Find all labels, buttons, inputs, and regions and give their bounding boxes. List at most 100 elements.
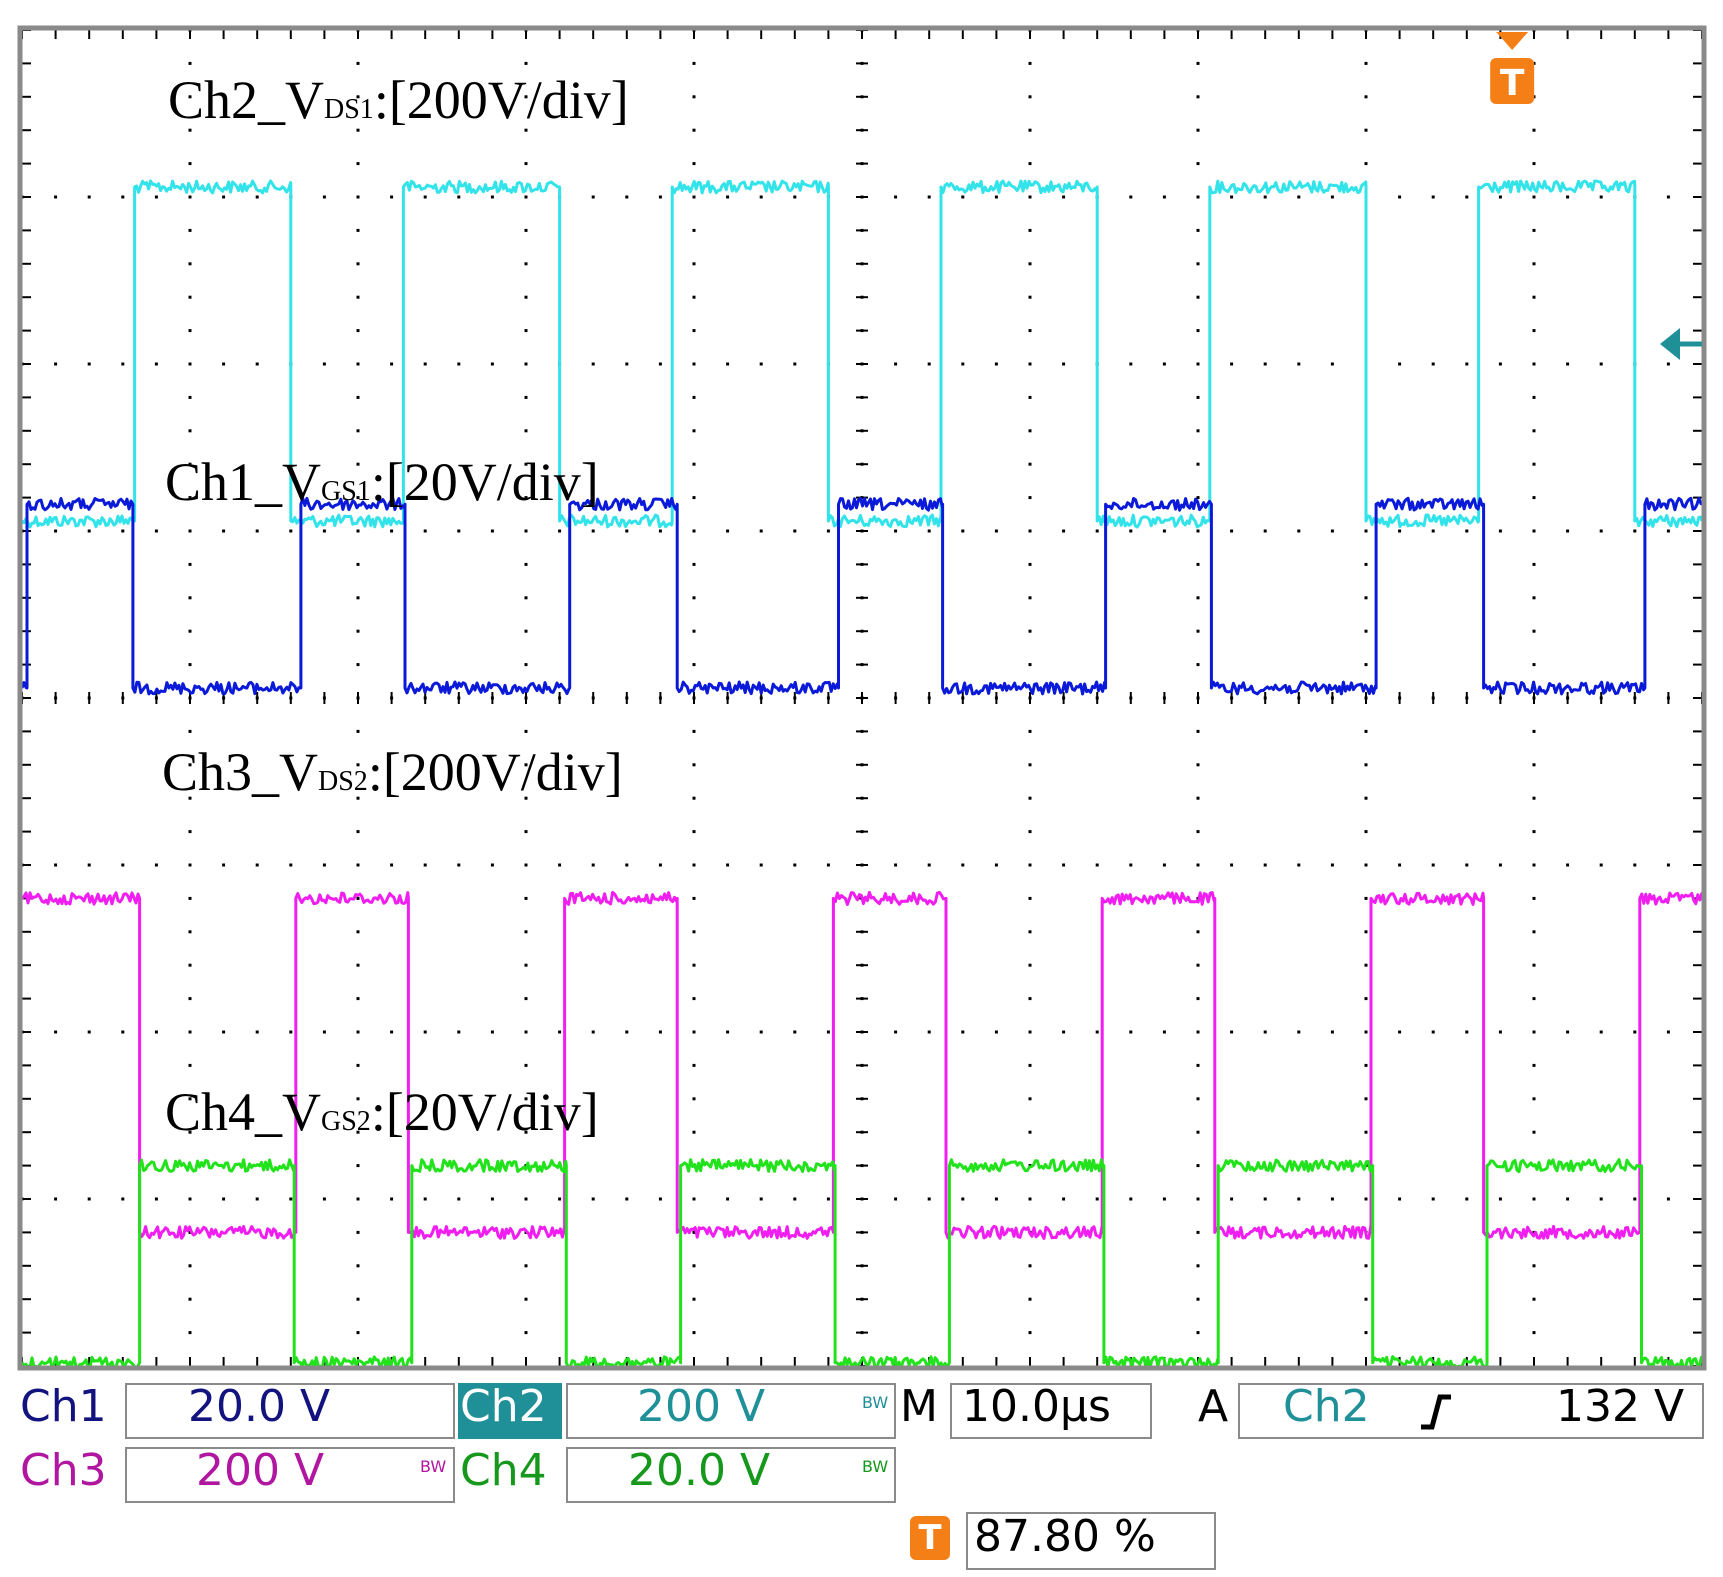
grid-dot <box>1028 262 1032 266</box>
grid-dot <box>894 1030 898 1034</box>
timebase-box[interactable] <box>950 1383 1152 1439</box>
ch4-scale-box[interactable] <box>566 1447 896 1503</box>
grid-dot <box>1666 362 1670 366</box>
grid-dot <box>524 228 528 232</box>
grid-dot <box>1297 863 1301 867</box>
grid-dot <box>1263 195 1267 199</box>
grid-dot <box>1364 1063 1368 1067</box>
grid-dot <box>1532 429 1536 433</box>
grid-dot <box>255 1197 259 1201</box>
grid-dot <box>222 362 226 366</box>
ch2-name-highlight[interactable] <box>458 1383 562 1439</box>
grid-dot <box>1532 963 1536 967</box>
grid-dot <box>1599 1030 1603 1034</box>
grid-dot <box>356 930 360 934</box>
ch3-trace-label: Ch3_VDS2:[200V/div] <box>162 742 623 802</box>
grid-dot <box>1196 629 1200 633</box>
grid-dot <box>1666 529 1670 533</box>
grid-dot <box>1297 195 1301 199</box>
grid-dot <box>1398 195 1402 199</box>
grid-dot <box>1230 863 1234 867</box>
grid-dot <box>1028 128 1032 132</box>
grid-dot <box>1196 496 1200 500</box>
grid-dot <box>188 863 192 867</box>
grid-dot <box>726 529 730 533</box>
grid-dot <box>1364 529 1368 533</box>
grid-dot <box>1196 1197 1200 1201</box>
grid-dot <box>255 863 259 867</box>
grid-dot <box>1196 1030 1200 1034</box>
grid-dot <box>759 1197 763 1201</box>
grid-dot <box>524 295 528 299</box>
ch1-scale-box[interactable] <box>125 1383 455 1439</box>
grid-dot <box>692 1331 696 1335</box>
grid-dot <box>1532 362 1536 366</box>
grid-dot <box>1532 896 1536 900</box>
ch3-scale-box[interactable] <box>125 1447 455 1503</box>
ch1-waveform <box>20 496 1703 696</box>
ch4-trace-label: Ch4_VGS2:[20V/div] <box>165 1082 599 1142</box>
grid-dot <box>759 863 763 867</box>
ch3-name[interactable]: Ch3 <box>20 1445 107 1496</box>
grid-dot <box>1532 462 1536 466</box>
grid-dot <box>356 896 360 900</box>
grid-dot <box>1599 195 1603 199</box>
grid-dot <box>1263 1030 1267 1034</box>
grid-dot <box>1196 128 1200 132</box>
grid-dot <box>524 1063 528 1067</box>
grid-dot <box>1028 1264 1032 1268</box>
grid-dot <box>961 195 965 199</box>
grid-dot <box>1633 1197 1637 1201</box>
trigger-position-box[interactable] <box>966 1512 1216 1570</box>
grid-dot <box>1465 529 1469 533</box>
grid-dot <box>524 562 528 566</box>
grid-dot <box>591 1197 595 1201</box>
grid-dot <box>1364 1130 1368 1134</box>
grid-dot <box>1162 1197 1166 1201</box>
grid-dot <box>490 195 494 199</box>
grid-dot <box>356 95 360 99</box>
grid-dot <box>356 529 360 533</box>
grid-dot <box>1532 295 1536 299</box>
grid-dot <box>994 1197 998 1201</box>
grid-dot <box>558 1197 562 1201</box>
grid-dot <box>524 1130 528 1134</box>
grid-dot <box>524 963 528 967</box>
grid-dot <box>1566 195 1570 199</box>
grid-dot <box>1431 863 1435 867</box>
ch2-scale: 200 V <box>637 1381 766 1432</box>
ch2-scale-box[interactable] <box>566 1383 896 1439</box>
grid-dot <box>121 863 125 867</box>
grid-dot <box>692 362 696 366</box>
grid-dot <box>692 1063 696 1067</box>
grid-dot <box>1196 529 1200 533</box>
grid-dot <box>1532 830 1536 834</box>
trigger-position-marker[interactable]: T <box>1490 32 1535 104</box>
grid-dot <box>793 1197 797 1201</box>
grid-dot <box>692 1097 696 1101</box>
grid-dot <box>188 1063 192 1067</box>
grid-dot <box>121 195 125 199</box>
ch4-name[interactable]: Ch4 <box>460 1445 547 1496</box>
grid-dot <box>927 1030 931 1034</box>
grid-dot <box>1431 529 1435 533</box>
trigger-level-marker[interactable] <box>1660 327 1702 360</box>
grid-dot <box>1532 195 1536 199</box>
grid-dot <box>524 195 528 199</box>
grid-dot <box>658 863 662 867</box>
grid-dot <box>524 596 528 600</box>
grid-dot <box>154 1030 158 1034</box>
grid-dot <box>356 496 360 500</box>
grid-dot <box>188 1097 192 1101</box>
grid-dot <box>423 529 427 533</box>
grid-dot <box>524 462 528 466</box>
grid-dot <box>1498 863 1502 867</box>
trigger-setting-box[interactable] <box>1238 1383 1704 1439</box>
grid-dot <box>1062 529 1066 533</box>
grid-dot <box>188 1297 192 1301</box>
grid-dot <box>692 496 696 500</box>
ch1-name[interactable]: Ch1 <box>20 1381 107 1432</box>
grid-dot <box>524 1030 528 1034</box>
grid-dot <box>322 529 326 533</box>
grid-dot <box>356 429 360 433</box>
